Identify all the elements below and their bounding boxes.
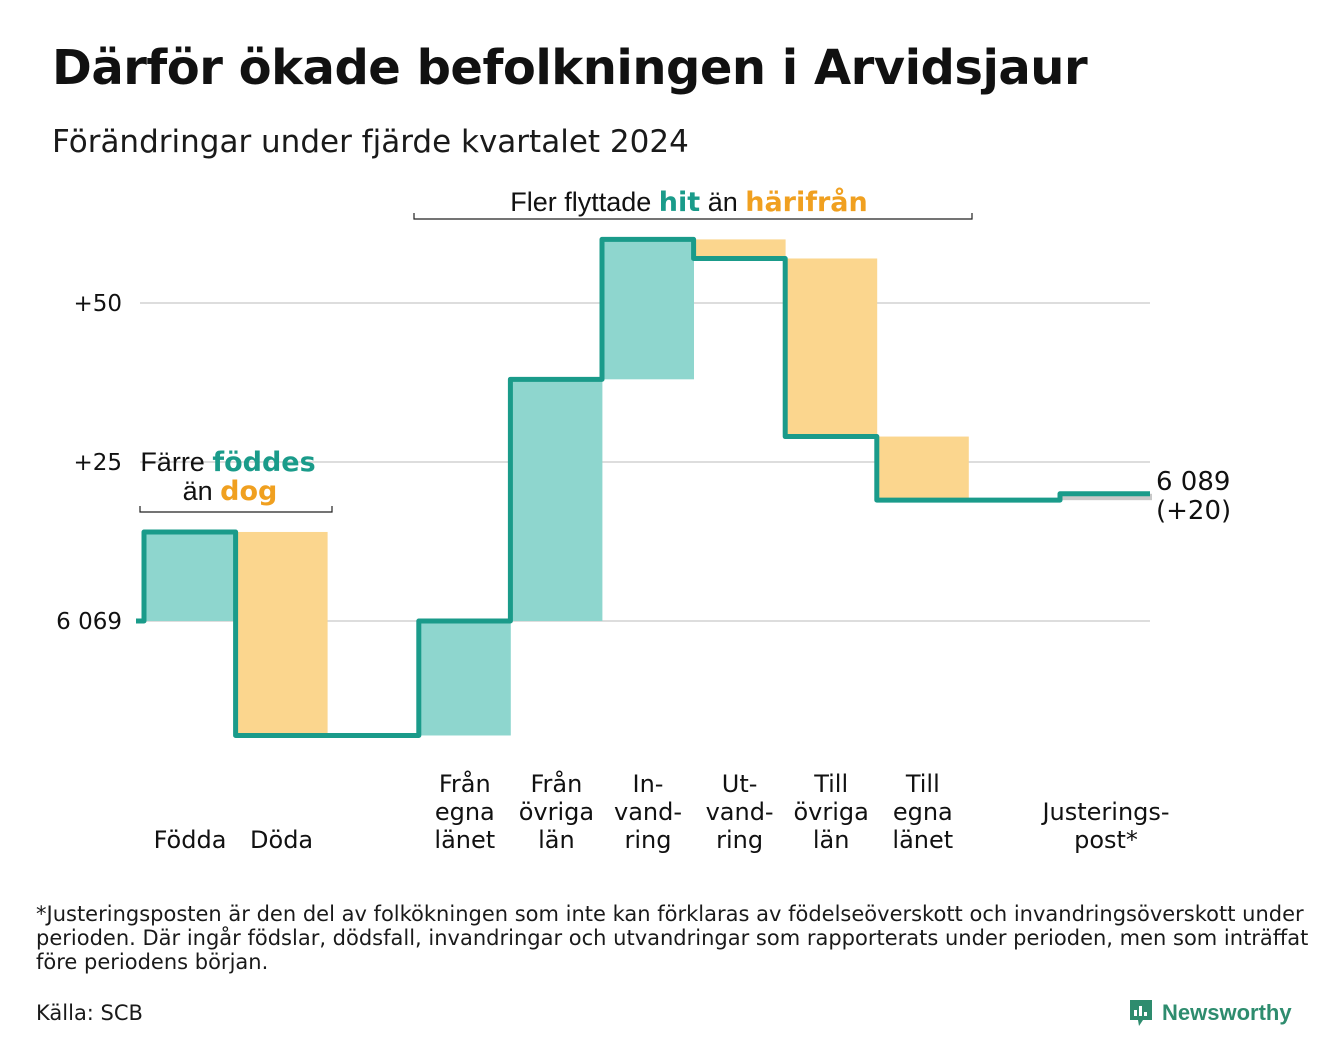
cumulative-step-line [136, 236, 1150, 738]
category-label: övriga [519, 798, 594, 826]
bar-decrease [693, 239, 786, 259]
category-label: ring [625, 826, 672, 854]
category-label: län [538, 826, 575, 854]
bar-decrease [235, 531, 328, 736]
category-label: Justerings- [1040, 798, 1169, 826]
category-label: Döda [250, 826, 313, 854]
annotation-highlight-increase: hit [659, 187, 700, 218]
bar-increase [144, 531, 236, 621]
annotation-highlight-increase: föddes [212, 447, 315, 478]
category-label: länet [434, 826, 495, 854]
annotation-text: Fler flyttade [510, 187, 659, 217]
bar-decrease [785, 258, 878, 437]
category-label: egna [435, 798, 495, 826]
y-tick-label: +25 [73, 450, 122, 476]
category-label: övriga [794, 798, 869, 826]
category-label: Ut- [722, 770, 758, 798]
bar-adjustment [1060, 493, 1152, 501]
annotation-text: Färre [140, 447, 212, 477]
annotation-text: än [183, 476, 221, 506]
svg-text:Färre föddes: Färre föddes [140, 447, 315, 478]
category-label: vand- [614, 798, 682, 826]
chart-subtitle: Förändringar under fjärde kvartalet 2024 [52, 124, 689, 160]
footnote: *Justeringsposten är den del av folkökni… [36, 902, 1309, 974]
category-label: Från [439, 769, 491, 798]
chart-title: Därför ökade befolkningen i Arvidsjaur [52, 40, 1088, 96]
category-label: In- [633, 770, 664, 798]
annotation-bracket [139, 506, 333, 513]
category-label: Från [530, 769, 582, 798]
y-tick-label: +50 [73, 291, 122, 317]
end-value-label: (+20) [1156, 496, 1231, 526]
category-label: post* [1074, 826, 1138, 854]
annotation-highlight-decrease: dog [220, 476, 277, 507]
category-label: län [813, 826, 850, 854]
brand-logo: Newsworthy [1128, 997, 1292, 1029]
svg-text:Fler flyttade hit än härifrån: Fler flyttade hit än härifrån [510, 186, 868, 218]
migration-annotation: Fler flyttade hit än härifrån [413, 186, 973, 220]
bar-increase [510, 379, 603, 621]
category-label: vand- [706, 798, 774, 826]
end-value-label: 6 089 [1156, 467, 1230, 497]
newsworthy-logo-icon [1130, 1000, 1152, 1026]
svg-text:än dog: än dog [183, 476, 278, 507]
source-label: Källa: SCB [36, 1001, 143, 1025]
category-label: Till [813, 770, 848, 798]
brand-name: Newsworthy [1162, 1000, 1292, 1025]
category-label: Födda [154, 826, 227, 854]
bars [144, 239, 1152, 736]
bar-increase [418, 621, 511, 736]
bar-decrease [876, 436, 969, 501]
y-tick-label: 6 069 [56, 609, 122, 635]
category-label: Till [905, 770, 940, 798]
annotation-text: än [700, 187, 745, 217]
category-label: ring [716, 826, 763, 854]
category-label: länet [892, 826, 953, 854]
births-annotation: Färre föddes än dog [139, 447, 333, 513]
annotation-bracket [413, 213, 973, 220]
bar-increase [602, 239, 694, 380]
category-label: egna [893, 798, 953, 826]
cumulative-line [136, 236, 1150, 738]
annotation-highlight-decrease: härifrån [745, 186, 868, 218]
